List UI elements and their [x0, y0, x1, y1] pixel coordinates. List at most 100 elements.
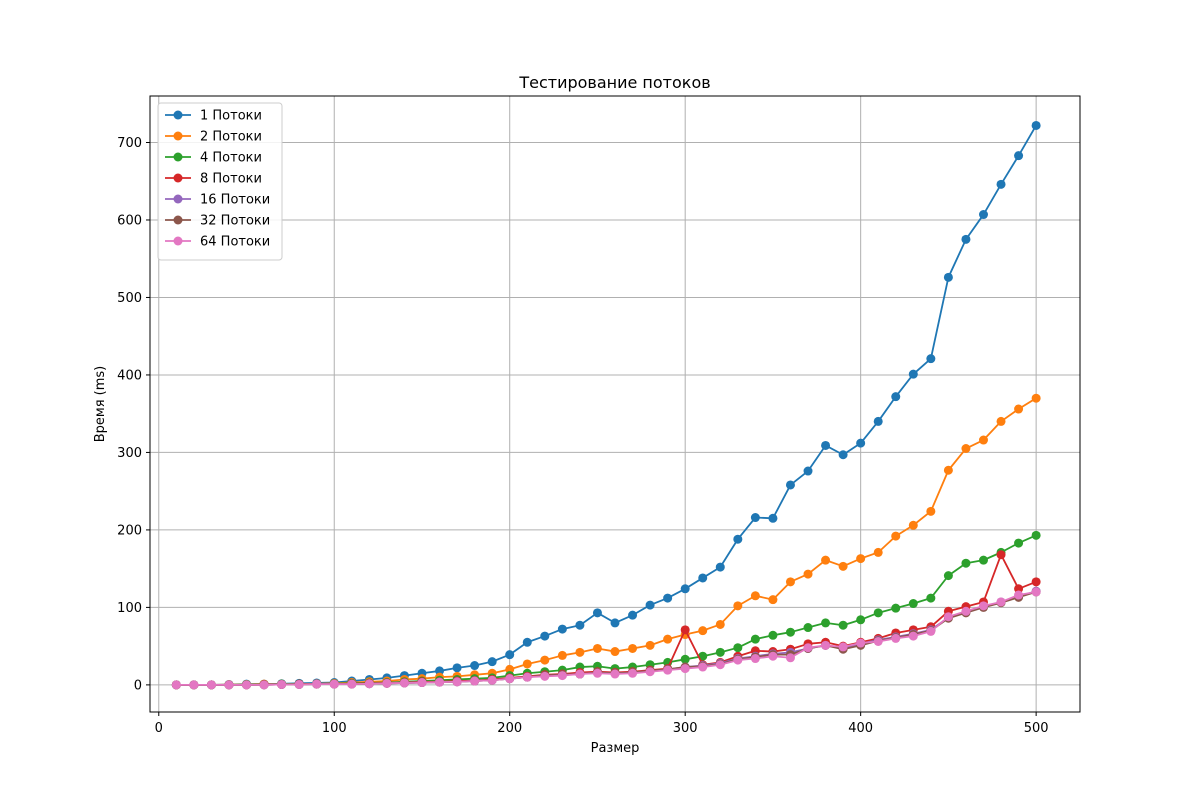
data-point: [856, 554, 866, 564]
data-point: [1031, 587, 1041, 597]
legend-label: 16 Потоки: [200, 193, 270, 208]
data-point: [592, 668, 602, 678]
data-point: [698, 573, 708, 583]
legend-label: 1 Потоки: [200, 109, 262, 124]
data-point: [943, 571, 953, 581]
data-point: [891, 603, 901, 613]
legend-item: 64 Потоки: [165, 235, 270, 250]
data-point: [575, 620, 585, 630]
data-point: [557, 671, 567, 681]
data-point: [540, 631, 550, 641]
data-point: [978, 601, 988, 611]
data-point: [750, 513, 760, 523]
data-point: [505, 664, 515, 674]
data-point: [1014, 584, 1024, 594]
data-point: [698, 662, 708, 672]
data-point: [1031, 120, 1041, 130]
legend-label: 4 Потоки: [200, 151, 262, 166]
legend-marker: [173, 215, 183, 225]
data-point: [838, 620, 848, 630]
legend-item: 16 Потоки: [165, 193, 270, 208]
data-point: [610, 618, 620, 628]
data-point: [557, 624, 567, 634]
legend-item: 1 Потоки: [165, 109, 262, 124]
data-point: [312, 679, 322, 689]
data-point: [540, 655, 550, 665]
data-point: [803, 623, 813, 633]
legend-marker: [173, 236, 183, 246]
data-point: [961, 234, 971, 244]
data-point: [628, 643, 638, 653]
data-point: [803, 643, 813, 653]
data-point: [628, 610, 638, 620]
data-point: [821, 640, 831, 650]
data-point: [978, 210, 988, 220]
legend-label: 32 Потоки: [200, 214, 270, 229]
data-point: [926, 354, 936, 364]
data-point: [575, 669, 585, 679]
data-point: [645, 667, 655, 677]
data-point: [1031, 530, 1041, 540]
data-point: [733, 655, 743, 665]
data-point: [1014, 590, 1024, 600]
data-point: [715, 660, 725, 670]
data-point: [873, 608, 883, 618]
y-tick-label: 600: [117, 213, 142, 228]
data-point: [1014, 151, 1024, 161]
data-point: [750, 654, 760, 664]
data-point: [961, 606, 971, 616]
data-point: [1014, 404, 1024, 414]
data-point: [943, 612, 953, 622]
data-point: [399, 678, 409, 688]
data-point: [680, 654, 690, 664]
y-tick-label: 0: [134, 678, 142, 693]
data-point: [592, 643, 602, 653]
data-point: [610, 669, 620, 679]
data-point: [487, 675, 497, 685]
y-tick-label: 300: [117, 446, 142, 461]
data-point: [452, 663, 462, 673]
x-tick-label: 400: [848, 721, 873, 736]
grid-lines: [150, 96, 1080, 712]
data-point: [417, 678, 427, 688]
data-point: [347, 679, 357, 689]
data-point: [750, 634, 760, 644]
data-point: [891, 633, 901, 643]
data-point: [698, 626, 708, 636]
data-point: [1014, 538, 1024, 548]
x-tick-label: 300: [673, 721, 698, 736]
data-point: [908, 631, 918, 641]
series-7: [171, 587, 1041, 690]
legend-label: 64 Потоки: [200, 235, 270, 250]
data-point: [821, 618, 831, 628]
data-point: [610, 647, 620, 657]
data-point: [891, 392, 901, 402]
data-point: [926, 593, 936, 603]
data-point: [277, 679, 287, 689]
data-point: [873, 547, 883, 557]
data-point: [645, 640, 655, 650]
data-point: [873, 636, 883, 646]
legend-item: 4 Потоки: [165, 151, 262, 166]
data-point: [435, 666, 445, 676]
data-point: [785, 577, 795, 587]
data-point: [821, 440, 831, 450]
data-point: [873, 416, 883, 426]
x-tick-label: 100: [322, 721, 347, 736]
data-point: [1031, 393, 1041, 403]
data-point: [715, 647, 725, 657]
data-point: [768, 513, 778, 523]
data-point: [680, 625, 690, 635]
x-tick-label: 200: [497, 721, 522, 736]
x-axis-label: Размер: [591, 741, 640, 756]
data-point: [856, 615, 866, 625]
data-point: [908, 369, 918, 379]
data-point: [540, 671, 550, 681]
data-point: [382, 678, 392, 688]
series-lines: [171, 120, 1041, 690]
legend-label: 8 Потоки: [200, 172, 262, 187]
data-point: [821, 555, 831, 565]
legend-marker: [173, 110, 183, 120]
data-point: [522, 659, 532, 669]
y-tick-label: 700: [117, 136, 142, 151]
